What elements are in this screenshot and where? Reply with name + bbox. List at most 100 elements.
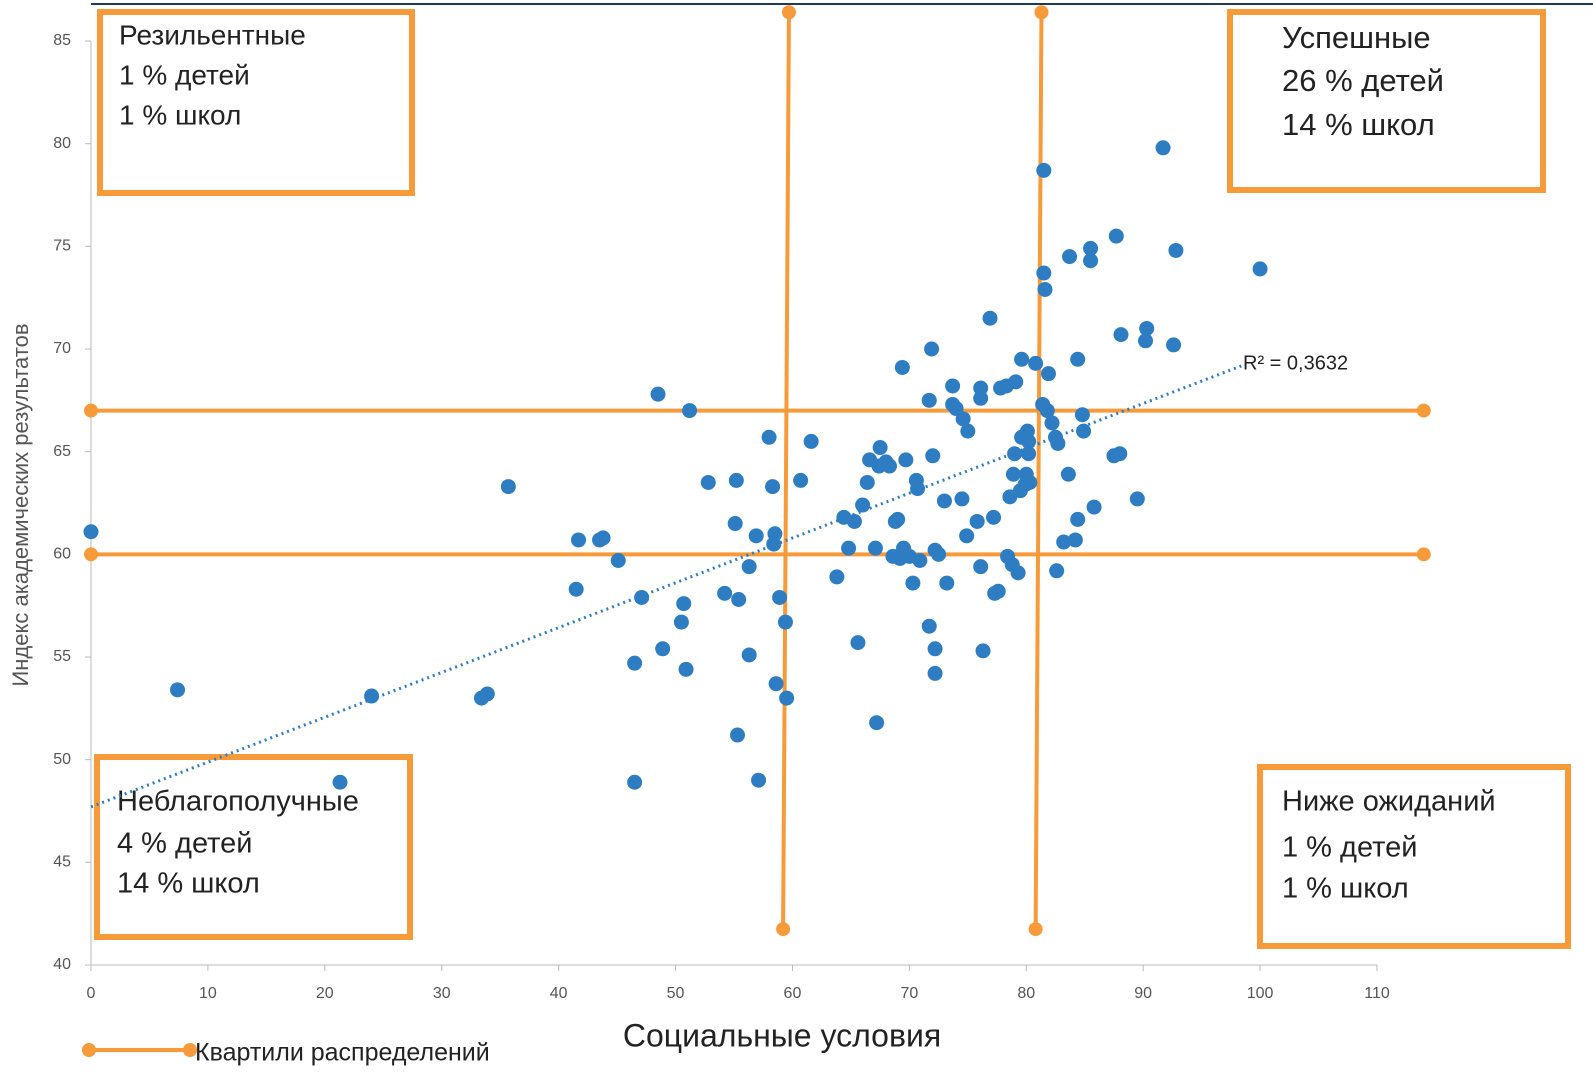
x-tick-label: 0 bbox=[87, 985, 96, 1002]
data-point bbox=[571, 532, 587, 548]
data-point bbox=[1014, 351, 1030, 367]
data-point bbox=[655, 641, 671, 657]
quadrant-text: 1 % школ bbox=[1282, 873, 1409, 905]
data-point bbox=[777, 614, 793, 630]
data-point bbox=[855, 497, 871, 513]
data-point bbox=[1083, 253, 1099, 269]
data-point bbox=[751, 772, 767, 788]
quadrant-text: 1 % детей bbox=[119, 59, 250, 90]
data-point bbox=[1036, 265, 1052, 281]
data-point bbox=[982, 310, 998, 326]
data-point bbox=[927, 641, 943, 657]
data-point bbox=[890, 511, 906, 527]
data-point bbox=[1076, 423, 1092, 439]
data-point bbox=[568, 581, 584, 597]
data-point bbox=[1049, 563, 1065, 579]
data-point bbox=[364, 688, 380, 704]
quartile-line bbox=[1033, 12, 1044, 930]
data-point bbox=[650, 386, 666, 402]
data-point bbox=[898, 452, 914, 468]
data-point bbox=[1108, 228, 1124, 244]
data-point bbox=[1062, 249, 1078, 265]
data-point bbox=[761, 429, 777, 445]
data-point bbox=[1021, 446, 1037, 462]
data-point bbox=[969, 513, 985, 529]
data-point bbox=[627, 655, 643, 671]
data-point bbox=[730, 727, 746, 743]
data-point bbox=[910, 481, 926, 497]
data-point bbox=[921, 618, 937, 634]
x-tick-label: 70 bbox=[900, 985, 918, 1002]
data-point bbox=[973, 559, 989, 575]
quadrant-box bbox=[94, 754, 413, 940]
data-point bbox=[905, 575, 921, 591]
quadrant-text: Успешные bbox=[1282, 20, 1431, 55]
data-point bbox=[1086, 499, 1102, 515]
data-point bbox=[700, 474, 716, 490]
quartile-end bbox=[84, 403, 98, 418]
data-point bbox=[479, 686, 495, 702]
quartile-line bbox=[781, 12, 791, 930]
data-point bbox=[1060, 466, 1076, 482]
data-point bbox=[846, 513, 862, 529]
data-point bbox=[767, 526, 783, 542]
trend-line bbox=[90, 364, 1244, 809]
data-point bbox=[924, 341, 940, 357]
data-point bbox=[768, 676, 784, 692]
data-point bbox=[954, 491, 970, 507]
quadrant-text: 14 % школ bbox=[1282, 107, 1435, 142]
data-point bbox=[1070, 511, 1086, 527]
data-point bbox=[1022, 474, 1038, 490]
data-point bbox=[595, 530, 611, 546]
data-point bbox=[727, 516, 743, 532]
y-tick-label: 70 bbox=[53, 340, 71, 357]
data-point bbox=[1044, 415, 1060, 431]
data-point bbox=[83, 524, 99, 540]
data-point bbox=[728, 472, 744, 488]
quadrant-text: Неблагополучные bbox=[117, 786, 359, 818]
data-point bbox=[765, 479, 781, 495]
data-point bbox=[1138, 333, 1154, 349]
data-point bbox=[975, 643, 991, 659]
x-tick-label: 20 bbox=[316, 985, 334, 1002]
x-tick-label: 110 bbox=[1364, 985, 1390, 1002]
data-point bbox=[1008, 374, 1024, 390]
data-point bbox=[1010, 565, 1026, 581]
quartile-end bbox=[1028, 922, 1043, 937]
data-point bbox=[841, 540, 857, 556]
data-point bbox=[1083, 240, 1099, 256]
data-point bbox=[1028, 355, 1044, 371]
data-point bbox=[500, 479, 516, 495]
data-point bbox=[927, 665, 943, 681]
quartile-end bbox=[84, 547, 98, 562]
data-point bbox=[1155, 140, 1171, 156]
data-point bbox=[1070, 351, 1086, 367]
data-point bbox=[859, 474, 875, 490]
quadrant-text: 26 % детей bbox=[1282, 63, 1444, 98]
quartile-end bbox=[1416, 547, 1431, 562]
x-tick-label: 50 bbox=[667, 985, 685, 1002]
quadrant-box bbox=[1227, 9, 1546, 193]
x-tick-label: 90 bbox=[1134, 985, 1152, 1002]
data-point bbox=[925, 448, 941, 464]
data-point bbox=[627, 774, 643, 790]
y-tick-label: 45 bbox=[53, 854, 71, 871]
data-point bbox=[1074, 407, 1090, 423]
x-tick-label: 100 bbox=[1247, 985, 1274, 1002]
data-point bbox=[676, 596, 692, 612]
y-tick-label: 80 bbox=[53, 135, 71, 152]
quadrant-box bbox=[1257, 764, 1571, 949]
data-point bbox=[955, 411, 971, 427]
x-axis-label: Социальные условия bbox=[623, 1017, 941, 1053]
y-tick-label: 85 bbox=[53, 32, 71, 49]
data-point bbox=[1050, 435, 1066, 451]
data-point bbox=[610, 552, 626, 568]
data-point bbox=[748, 528, 764, 544]
data-point bbox=[921, 392, 937, 408]
data-point bbox=[673, 614, 689, 630]
y-tick-label: 55 bbox=[53, 648, 71, 665]
quadrant-text: 1 % школ bbox=[119, 99, 241, 130]
data-point bbox=[803, 433, 819, 449]
data-point bbox=[990, 583, 1006, 599]
